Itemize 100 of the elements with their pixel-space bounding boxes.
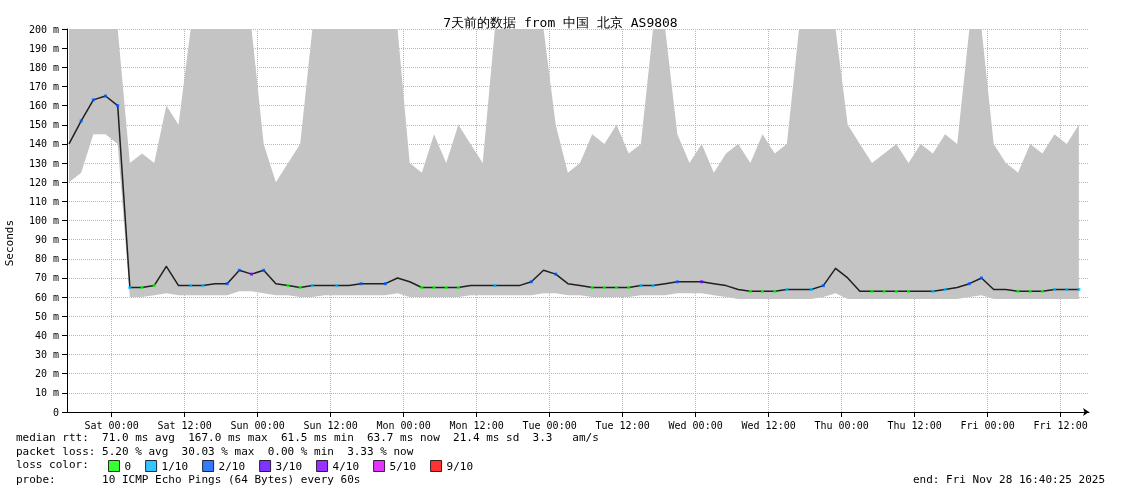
y-tick-label: 30 m xyxy=(34,349,59,361)
point xyxy=(943,287,947,291)
y-tick-label: 120 m xyxy=(28,176,59,188)
y-tick-label: 200 m xyxy=(28,23,59,35)
point xyxy=(1077,287,1081,291)
point xyxy=(1016,289,1020,293)
point xyxy=(225,282,229,286)
point xyxy=(91,98,95,102)
point xyxy=(590,286,594,290)
point xyxy=(785,287,789,291)
point xyxy=(615,286,619,290)
point xyxy=(931,289,935,293)
point xyxy=(116,104,120,108)
point xyxy=(189,284,193,288)
point xyxy=(262,268,266,272)
point xyxy=(700,280,704,284)
y-tick-label: 170 m xyxy=(28,80,59,92)
point xyxy=(1065,287,1069,291)
point xyxy=(456,286,460,290)
y-tick-label: 60 m xyxy=(34,291,59,303)
y-tick-label: 190 m xyxy=(28,42,59,54)
point xyxy=(128,286,132,290)
point xyxy=(602,286,606,290)
legend-label: 4/10 xyxy=(332,459,360,473)
point xyxy=(675,280,679,284)
y-tick-label: 70 m xyxy=(34,272,59,284)
point xyxy=(298,286,302,290)
y-axis-title: Seconds xyxy=(3,220,16,267)
x-tick-label: Thu 00:00 xyxy=(814,419,869,431)
point xyxy=(907,289,911,293)
point xyxy=(1053,287,1057,291)
y-tick-label: 100 m xyxy=(28,215,59,226)
point xyxy=(773,289,777,293)
line-series xyxy=(68,95,1080,293)
legend-label: 2/10 xyxy=(218,459,246,473)
legend-label: 9/10 xyxy=(446,459,474,473)
y-tick-label: 110 m xyxy=(28,195,59,207)
point xyxy=(104,94,108,98)
text: end: Fri Nov 28 16:40:25 2025 xyxy=(912,473,1106,486)
legend-title: loss color: xyxy=(16,458,89,471)
y-tick-label: 0 xyxy=(52,406,59,418)
point xyxy=(493,284,497,288)
y-tick-label: 130 m xyxy=(28,157,59,169)
point xyxy=(627,286,631,290)
point xyxy=(639,284,643,288)
x-tick-label: Sun 12:00 xyxy=(303,419,358,431)
x-tick-label: Sun 00:00 xyxy=(230,419,285,431)
point xyxy=(383,282,387,286)
y-tick-label: 10 m xyxy=(34,387,59,399)
text: probe: 10 ICMP Echo Pings (64 Bytes) every 60s xyxy=(16,473,361,486)
legend-label: 1/10 xyxy=(161,459,189,473)
text: median rtt: 71.0 ms avg 167.0 ms max 61.5 ms min 63.7 ms now 21.4 ms sd 3.3 am/s xyxy=(16,431,599,444)
point xyxy=(201,284,205,288)
point xyxy=(359,282,363,286)
x-tick-label: Sat 00:00 xyxy=(84,419,139,431)
point xyxy=(980,276,984,280)
point xyxy=(821,284,825,288)
point xyxy=(79,119,83,123)
chart-title: 7天前的数据 from 中国 北京 AS9808 xyxy=(443,15,678,30)
y-tick-label: 140 m xyxy=(28,138,59,150)
x-tick-label: Fri 12:00 xyxy=(1033,419,1088,431)
y-tick-label: 20 m xyxy=(34,368,59,380)
point xyxy=(1028,289,1032,293)
point xyxy=(152,284,156,288)
point xyxy=(335,284,339,288)
point xyxy=(748,289,752,293)
x-tick-label: Tue 12:00 xyxy=(595,419,650,431)
point xyxy=(1040,289,1044,293)
point xyxy=(140,286,144,290)
y-tick-label: 150 m xyxy=(28,119,59,131)
y-tick-label: 80 m xyxy=(34,253,59,265)
point xyxy=(870,289,874,293)
y-tick-label: 40 m xyxy=(34,329,59,341)
x-tick-label: Sat 12:00 xyxy=(157,419,212,431)
point xyxy=(809,287,813,291)
point xyxy=(432,286,436,290)
point xyxy=(237,268,241,272)
point xyxy=(882,289,886,293)
x-tick-label: Mon 00:00 xyxy=(376,419,431,431)
point xyxy=(651,284,655,288)
x-tick-label: Wed 12:00 xyxy=(741,419,796,431)
legend-label: 0 xyxy=(124,459,132,473)
x-tick-label: Mon 12:00 xyxy=(449,419,504,431)
legend-label: 3/10 xyxy=(275,459,303,473)
text: packet loss: 5.20 % avg 30.03 % max 0.00 % min 3.33 % now xyxy=(16,445,414,458)
x-tick-label: Fri 00:00 xyxy=(960,419,1015,431)
y-tick-label: 160 m xyxy=(28,100,59,112)
x-tick-label: Wed 00:00 xyxy=(668,419,723,431)
point xyxy=(310,284,314,288)
y-tick-label: 50 m xyxy=(34,310,59,322)
x-tick-label: Thu 12:00 xyxy=(887,419,942,431)
y-tick-label: 180 m xyxy=(28,61,59,73)
legend-label: 5/10 xyxy=(389,459,417,473)
point xyxy=(529,280,533,284)
point xyxy=(761,289,765,293)
point xyxy=(286,284,290,288)
point xyxy=(894,289,898,293)
point xyxy=(967,282,971,286)
x-tick-label: Tue 00:00 xyxy=(522,419,577,431)
point xyxy=(420,286,424,290)
